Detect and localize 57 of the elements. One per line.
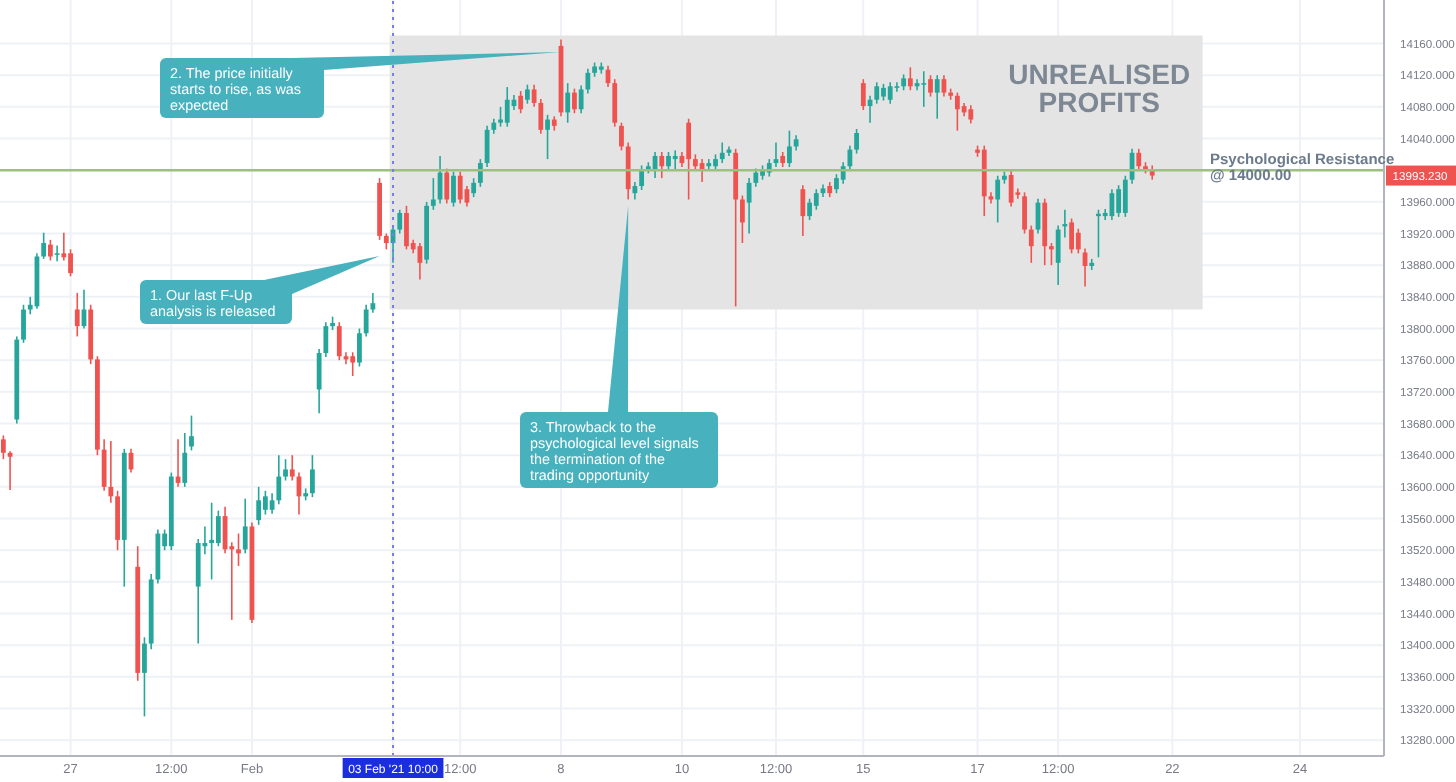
candlestick bbox=[518, 90, 524, 114]
candlestick bbox=[954, 91, 960, 132]
candlestick bbox=[659, 151, 665, 179]
candlestick bbox=[572, 87, 577, 114]
candlestick bbox=[336, 321, 342, 361]
candlestick bbox=[813, 188, 819, 211]
candlestick bbox=[565, 82, 571, 124]
candlestick bbox=[995, 174, 1001, 224]
candlestick bbox=[1116, 184, 1122, 218]
candlestick bbox=[215, 509, 221, 548]
candlestick bbox=[1069, 217, 1074, 255]
candlestick bbox=[1008, 170, 1014, 208]
candlestick bbox=[525, 83, 530, 105]
candlestick bbox=[719, 141, 725, 164]
candlestick bbox=[1136, 148, 1142, 171]
candlestick bbox=[498, 106, 503, 128]
candlestick bbox=[256, 486, 262, 526]
candlestick bbox=[733, 148, 739, 308]
candlestick bbox=[444, 167, 450, 205]
candlestick bbox=[209, 501, 215, 581]
candlestick bbox=[1096, 208, 1101, 259]
candlestick bbox=[1075, 227, 1081, 255]
candlestick bbox=[907, 66, 913, 92]
candlestick bbox=[894, 81, 900, 93]
candlestick bbox=[182, 432, 188, 488]
candlestick bbox=[74, 292, 80, 338]
candlestick bbox=[686, 117, 692, 201]
candlestick bbox=[928, 74, 933, 98]
candlestick bbox=[276, 454, 282, 506]
candlestick bbox=[639, 164, 645, 191]
candlestick bbox=[968, 104, 974, 125]
candlestick bbox=[457, 170, 463, 205]
candlestick bbox=[47, 239, 53, 262]
candlestick bbox=[545, 113, 550, 160]
candlestick bbox=[921, 70, 927, 108]
candlestick bbox=[404, 205, 409, 251]
candlestick bbox=[981, 144, 987, 217]
candlestick bbox=[746, 177, 752, 235]
candlestick bbox=[54, 244, 60, 263]
candlestick bbox=[887, 81, 893, 105]
candlestick bbox=[934, 74, 940, 120]
candlestick bbox=[787, 129, 792, 168]
candlestick bbox=[310, 454, 315, 498]
candlestick bbox=[739, 194, 745, 244]
candlestick bbox=[1042, 197, 1048, 266]
candlestick bbox=[807, 197, 812, 221]
candlestick bbox=[350, 351, 356, 377]
candlestick bbox=[666, 151, 671, 171]
candlestick bbox=[451, 170, 456, 208]
candlestick bbox=[262, 490, 268, 516]
candlestick bbox=[471, 177, 477, 198]
candlestick bbox=[800, 184, 806, 237]
candlestick bbox=[672, 149, 678, 171]
candlestick bbox=[504, 86, 510, 128]
candlestick bbox=[860, 78, 866, 111]
band-label: UNREALISED PROFITS bbox=[1008, 57, 1191, 118]
candlestick bbox=[242, 497, 248, 555]
